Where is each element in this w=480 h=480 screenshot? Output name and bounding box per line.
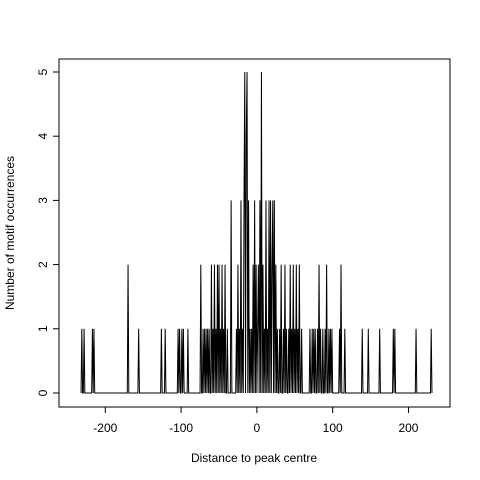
x-tick-label: 100 <box>323 421 343 435</box>
y-tick-label: 2 <box>36 261 50 268</box>
x-tick-label: 200 <box>398 421 418 435</box>
y-tick-label: 0 <box>36 389 50 396</box>
y-tick-label: 4 <box>36 133 50 140</box>
x-tick-label: -200 <box>93 421 117 435</box>
y-tick-label: 1 <box>36 325 50 332</box>
y-tick-label: 5 <box>36 68 50 75</box>
series-line <box>80 71 433 394</box>
x-axis: -200 -100 0 100 200 <box>93 406 419 435</box>
y-axis: 0 1 2 3 4 5 <box>36 68 60 396</box>
x-tick-label: 0 <box>254 421 261 435</box>
y-axis-label: Number of motif occurrences <box>3 156 17 310</box>
x-axis-label: Distance to peak centre <box>191 451 317 465</box>
y-tick-label: 3 <box>36 197 50 204</box>
x-tick-label: -100 <box>169 421 193 435</box>
